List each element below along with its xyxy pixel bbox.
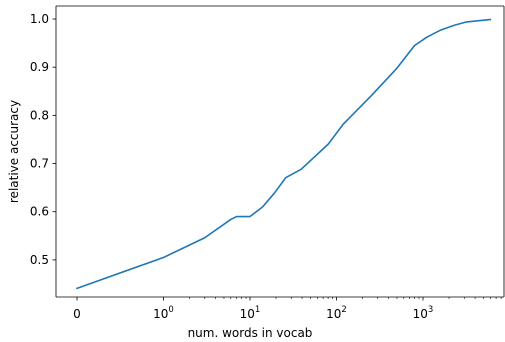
y-tick-label: 0.7: [30, 157, 49, 171]
y-tick-label: 1.0: [30, 12, 49, 26]
x-tick-label: 102: [326, 305, 347, 321]
y-tick-label: 0.6: [30, 205, 49, 219]
x-tick-label: 0: [73, 307, 81, 321]
axes-layer: [55, 5, 505, 298]
x-tick-label: 101: [240, 305, 261, 321]
series-line: [75, 18, 492, 290]
y-tick-label: 0.5: [30, 253, 49, 267]
x-axis-title: num. words in vocab: [188, 326, 313, 340]
ticks-layer: 0.5 0.6 0.7 0.8 0.9 1.0 0 100 101 102 103: [30, 12, 502, 321]
y-axis-title: relative accuracy: [7, 100, 21, 203]
y-tick-label: 0.8: [30, 108, 49, 122]
x-tick-label: 103: [413, 305, 434, 321]
y-tick-label: 0.9: [30, 60, 49, 74]
series-layer: [75, 18, 492, 290]
x-tick-label: 100: [153, 305, 174, 321]
